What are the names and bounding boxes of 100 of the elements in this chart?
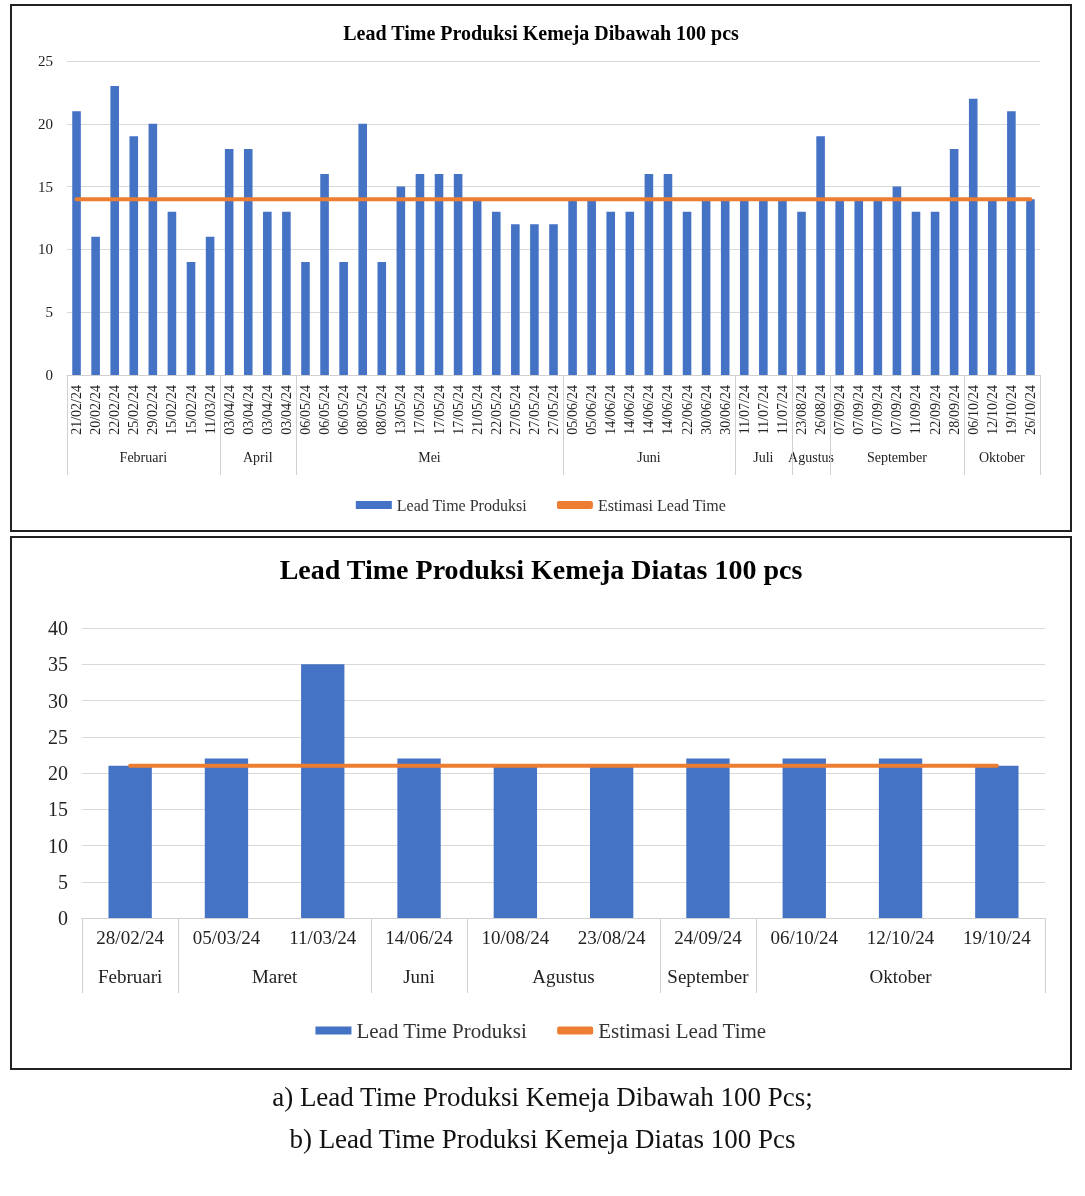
bar [968,98,978,375]
text: Juni [637,449,661,465]
y-tick-label: 25 [38,53,53,69]
text: b) Lead Time Produksi Kemeja Diatas 100 Pcs [288,1123,797,1156]
x-tick-label: 05/03/24 [192,927,261,948]
x-tick-label: 03/04/24 [221,385,237,435]
x-tick-label: 14/06/24 [660,385,676,435]
text: Juni [403,965,435,987]
x-tick-label: 14/06/24 [641,385,657,435]
bar [782,758,826,918]
bar [415,174,425,375]
x-tick-label: 06/05/24 [336,385,352,435]
bar [930,211,940,375]
x-tick-label: 08/05/24 [355,385,371,435]
chart-title: Lead Time Produksi Kemeja Dibawah 100 pcs [343,22,740,45]
x-tick-label: 17/05/24 [450,385,466,435]
bar [587,199,596,375]
bar [911,211,921,375]
legend-label: Estimasi Lead Time [597,496,726,514]
x-tick-label: 20/02/24 [88,385,104,435]
y-tick-label: 5 [45,304,53,321]
bar [511,224,520,375]
bar [835,199,844,375]
y-tick-label: 40 [48,617,68,639]
bar [816,136,825,375]
bar [1007,111,1016,375]
x-tick-label: 22/05/24 [488,385,504,435]
bar [320,174,329,375]
bar [377,261,387,375]
x-tick-label: 23/08/24 [577,927,646,948]
x-tick-label: 15/02/24 [183,385,199,435]
text: Agustus [788,449,835,465]
x-tick-label: 25/02/24 [126,385,142,435]
y-tick-label: 10 [38,241,53,258]
x-tick-label: 11/07/24 [736,385,752,435]
y-tick-label: 15 [38,178,53,195]
x-tick-label: 12/10/24 [866,927,935,948]
bar [797,211,806,375]
x-tick-label: 23/08/24 [794,385,810,435]
bar [204,758,249,918]
bar [644,174,654,375]
text: September [866,449,928,465]
bar [453,174,463,375]
bar [129,136,139,375]
x-tick-label: 06/10/24 [770,927,839,948]
x-tick-label: 10/08/24 [481,927,550,948]
bar [72,111,81,375]
bar [434,174,444,375]
x-tick-label: 28/02/24 [96,927,165,948]
x-tick-label: 03/04/24 [240,385,256,435]
bar [549,224,558,375]
x-tick-label: 05/06/24 [584,385,600,435]
y-tick-label: 25 [48,725,68,748]
x-tick-label: 26/10/24 [1022,385,1038,435]
bar [243,148,253,375]
bar [878,758,923,918]
bar [949,148,959,375]
text: Februari [119,449,168,465]
y-tick-label: 20 [48,762,68,784]
text: Mei [418,449,441,465]
bar [873,199,883,375]
x-tick-label: 11/07/24 [755,385,771,435]
x-tick-label: 06/10/24 [965,385,981,435]
bar [358,123,368,375]
bar [186,261,196,375]
x-tick-label: 06/05/24 [297,385,313,435]
bar [682,211,692,375]
x-tick-label: 22/09/24 [927,385,943,435]
x-tick-label: 14/06/24 [603,385,619,435]
x-tick-label: 12/10/24 [984,385,1000,435]
y-tick-label: 30 [48,689,68,712]
bar [493,765,538,918]
bar [568,199,577,375]
y-tick-label: 0 [58,907,68,929]
legend-label: Estimasi Lead Time [598,1018,767,1043]
x-tick-label: 19/10/24 [963,927,1032,948]
legend-label: Lead Time Produksi [396,496,528,514]
y-tick-label: 20 [38,115,53,132]
x-tick-label: 30/06/24 [698,385,714,435]
bar [282,211,291,375]
text: September [667,965,750,987]
x-tick-label: 11/03/24 [289,927,357,948]
x-tick-label: 19/10/24 [1003,385,1019,435]
bar [263,211,272,375]
bar [988,199,997,375]
x-tick-label: 14/06/24 [385,927,454,948]
bar [778,199,787,375]
text: Juli [753,449,774,465]
x-tick-label: 07/09/24 [832,385,848,435]
x-tick-label: 07/09/24 [870,385,886,435]
x-tick-label: 07/09/24 [851,385,867,435]
bar [148,123,158,375]
bar [530,224,539,375]
bar [759,199,768,375]
bar [91,236,100,375]
x-tick-label: 28/09/24 [946,385,962,435]
x-tick-label: 27/05/24 [507,385,523,435]
y-tick-label: 10 [48,834,68,857]
bar [339,261,348,375]
bar [663,174,673,375]
